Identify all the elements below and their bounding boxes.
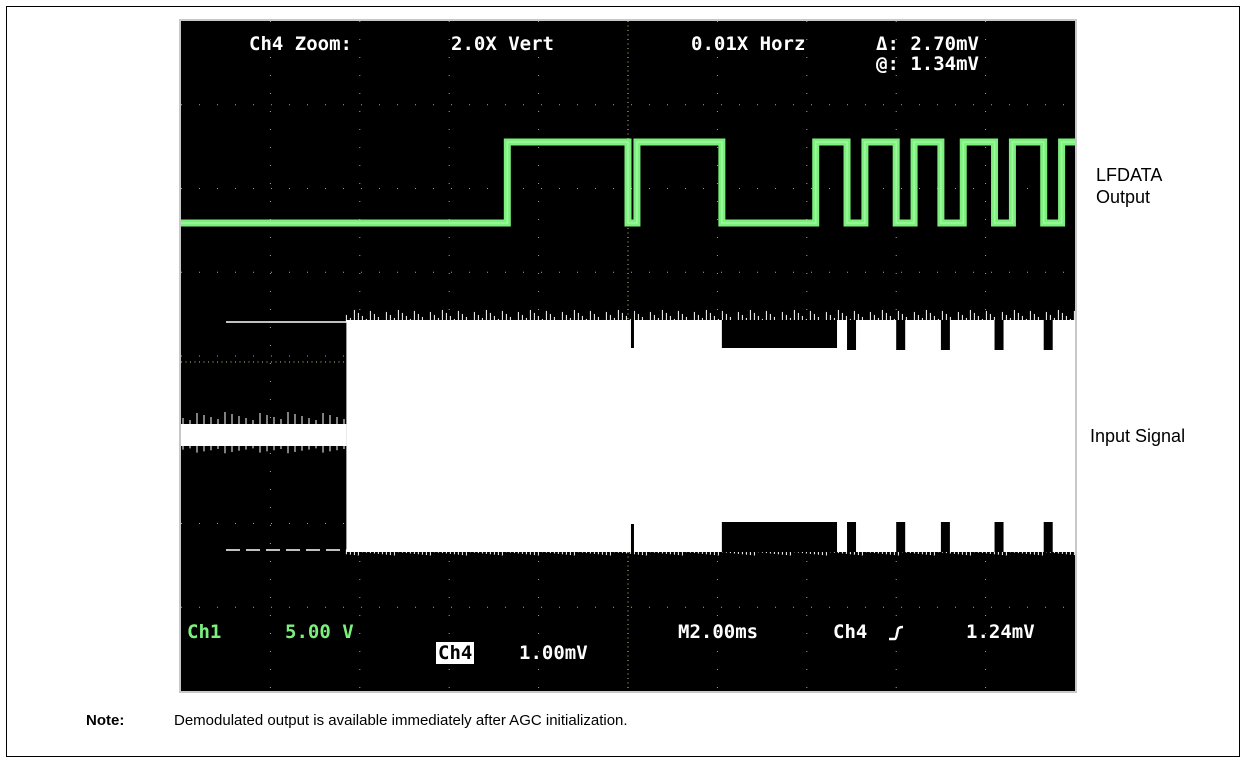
ch4-name: Ch4 [436, 642, 475, 664]
ch4-envelope-notch-top [940, 320, 950, 350]
vert-zoom: 2.0X Vert [451, 33, 554, 55]
ch4-envelope-notch-top [847, 320, 857, 350]
ch1-scale: 5.00 V [285, 621, 354, 643]
rising-edge-icon [889, 625, 904, 641]
timebase: M2.00ms [678, 621, 759, 643]
ch4-envelope-notch-bottom [994, 522, 1004, 552]
lfdata-label-line2: Output [1096, 186, 1151, 207]
note-label: Note: [86, 712, 125, 729]
ch1-lfdata-trace-highlight [181, 141, 1075, 224]
ch1-name: Ch1 [187, 621, 222, 643]
ch4-envelope-notch-top [994, 320, 1004, 350]
zoom-label: Ch4 Zoom: [249, 33, 352, 55]
at-readout: @: 1.34mV [876, 53, 979, 75]
ch4-envelope-notch-bottom [847, 522, 857, 552]
horz-zoom: 0.01X Horz [691, 33, 806, 55]
lfdata-label-line1: LFDATA [1096, 165, 1163, 185]
ch4-idle-band [181, 424, 347, 446]
trigger-source: Ch4 [833, 621, 868, 643]
ch4-envelope-notch-top [896, 320, 906, 350]
waveform-plot [181, 21, 1075, 691]
ch4-envelope-notch-bottom [896, 522, 906, 552]
ch4-envelope-notch-top [1043, 320, 1053, 350]
input-signal-label: Input Signal [1090, 426, 1186, 446]
figure-note: Note: Demodulated output is available imm… [86, 712, 628, 729]
ch4-envelope-notch-bottom [940, 522, 950, 552]
ch4-scale: 1.00mV [519, 642, 588, 664]
trigger-level: 1.24mV [966, 621, 1035, 643]
ch4-badge: Ch4 [436, 642, 475, 664]
oscilloscope-screen: Ch4 Zoom: 2.0X Vert 0.01X Horz Δ: 2.70mV… [179, 19, 1077, 693]
ch4-envelope-notch-top [721, 320, 838, 348]
delta-readout: Δ: 2.70mV [876, 33, 979, 55]
ch4-envelope-notch-bottom [721, 522, 838, 552]
ch4-burst-envelope [346, 320, 1075, 552]
note-text: Demodulated output is available immediat… [174, 712, 628, 729]
ch4-envelope-notch-bottom [1043, 522, 1053, 552]
lfdata-label: LFDATA Output [1096, 165, 1162, 208]
